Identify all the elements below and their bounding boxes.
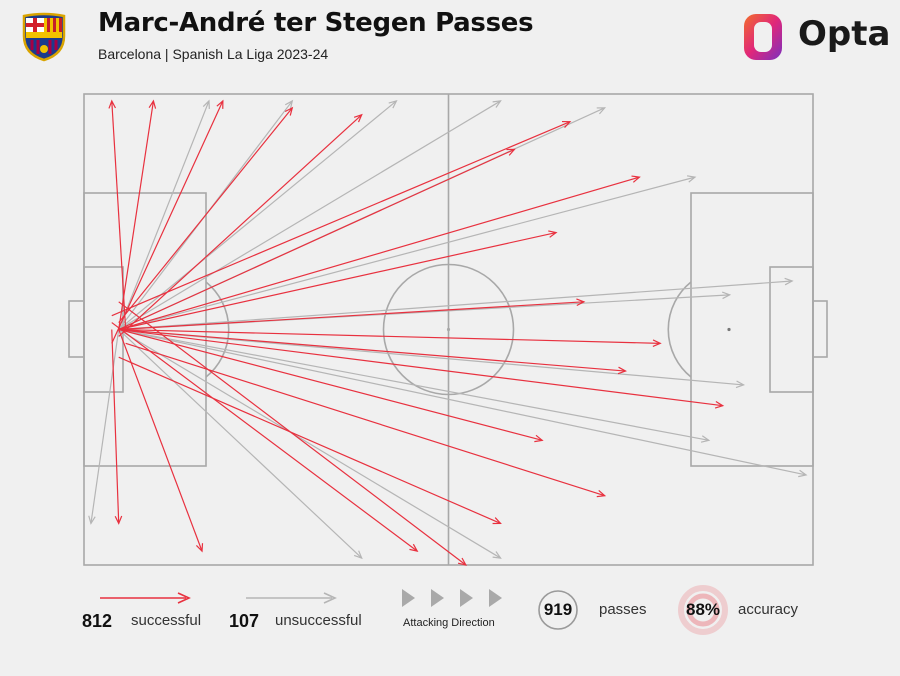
legend-graphics [100,585,728,635]
successful-pass-arrow [125,342,607,498]
page-subtitle: Barcelona | Spanish La Liga 2023-24 [98,46,329,62]
successful-pass-arrow [111,99,224,344]
centre-spot [446,327,451,332]
opta-logo-icon [744,14,782,60]
successful-pass-arrow [118,328,544,443]
successful-pass-arrow [118,328,628,375]
successful-pass-arrow [118,148,516,331]
successful-pass-arrow [118,298,586,331]
unsuccessful-pass-arrow [118,328,711,443]
opta-logo-text: Opta [798,14,891,54]
unsuccessful-pass-arrow [118,175,697,331]
unsuccessful-pass-arrow [118,328,808,478]
page-title: Marc-André ter Stegen Passes [98,8,534,38]
successful-label: successful [131,612,202,629]
successful-pass-arrow [111,120,572,317]
accuracy-target-icon [678,585,728,635]
unsuccessful-label: unsuccessful [275,612,362,629]
successful-pass-arrow [118,99,157,330]
accuracy-label: accuracy [738,601,799,618]
passes-count: 919 [543,600,573,619]
successful-pass-arrow [118,175,641,331]
barcelona-crest-icon [22,12,66,62]
penalty-spot [727,327,731,332]
successful-pass-arrow [118,230,558,331]
unsuccessful-pass-arrow [118,328,746,389]
successful-pass-arrow [111,329,123,525]
attacking-direction-arrows-icon [402,589,502,607]
successful-passes-layer [108,99,725,566]
accuracy-value: 88% [685,600,721,619]
chart-legend: 812 successful 107 unsuccessful Attackin… [0,580,900,650]
passes-label: passes [599,601,647,618]
successful-pass-arrow [118,356,502,525]
unsuccessful-pass-arrow [88,329,120,525]
successful-pass-arrow [118,328,662,347]
successful-pass-arrow [118,328,725,409]
unsuccessful-pass-arrow [118,277,794,331]
pitch-markings [68,93,828,566]
passes-circle [538,590,578,630]
attacking-direction-label: Attacking Direction [403,617,495,629]
successful-pass-arrow [108,99,127,330]
successful-pass-arrow [118,329,204,553]
successful-pass-arrow [111,322,419,553]
unsuccessful-pass-arrow [118,100,502,331]
unsuccessful-pass-arrow [118,328,502,559]
successful-pass-arrow [118,113,363,337]
unsuccessful-count: 107 [229,611,260,631]
unsuccessful-pass-arrow [118,99,210,330]
successful-count: 812 [82,611,113,631]
unsuccessful-pass-arrow [118,329,363,560]
successful-pass-arrow [118,301,468,566]
successful-pass-arrow [118,106,294,323]
unsuccessful-pass-arrow [118,99,398,330]
